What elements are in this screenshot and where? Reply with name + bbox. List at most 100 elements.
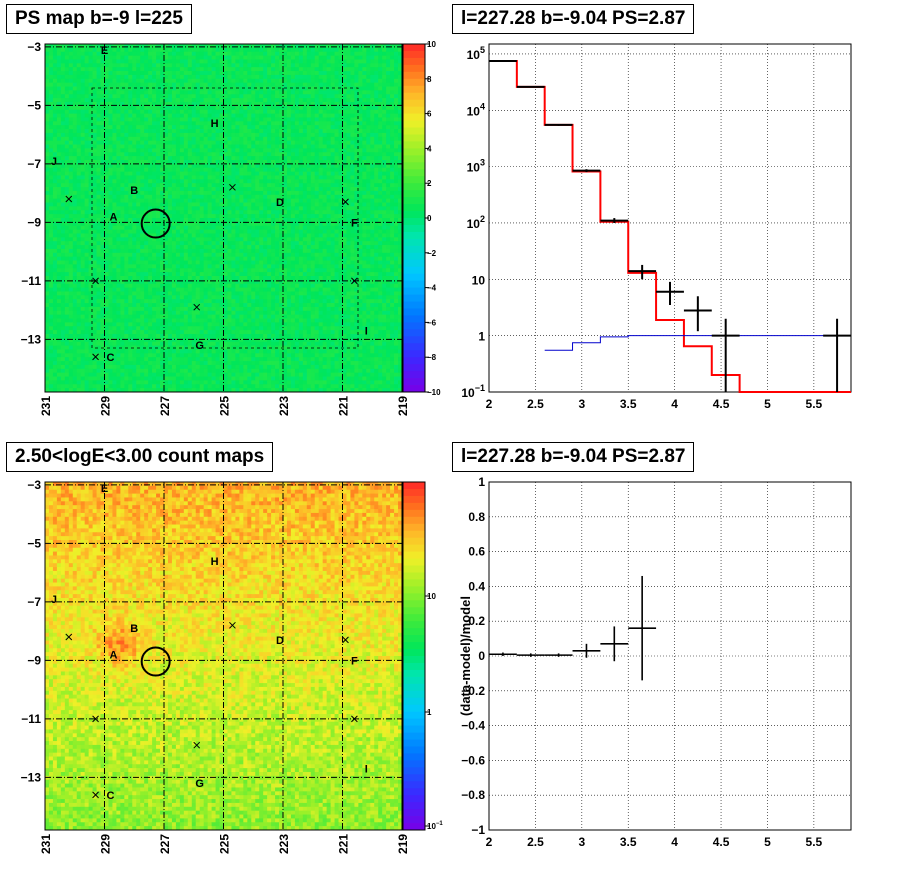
heatmap-cell xyxy=(366,245,371,250)
heatmap-cell xyxy=(227,233,232,238)
heatmap-cell xyxy=(48,102,54,107)
heatmap-cell xyxy=(56,47,62,53)
heatmap-cell xyxy=(231,55,236,60)
heatmap-cell xyxy=(92,175,97,180)
heatmap-cell xyxy=(68,218,74,223)
heatmap-cell xyxy=(160,210,165,215)
heatmap-cell xyxy=(279,152,284,157)
heatmap-cell xyxy=(100,148,105,153)
heatmap-cell xyxy=(279,136,284,142)
heatmap-cell xyxy=(255,67,260,72)
heatmap-cell xyxy=(112,194,117,200)
heatmap-cell xyxy=(88,245,93,250)
heatmap-cell xyxy=(167,175,173,180)
heatmap-cell xyxy=(290,202,296,207)
heatmap-cell xyxy=(271,252,276,258)
heatmap-cell xyxy=(398,221,403,227)
heatmap-cell xyxy=(235,148,240,153)
heatmap-cell xyxy=(120,187,125,192)
heatmap-cell xyxy=(207,47,212,53)
heatmap-cell xyxy=(398,187,403,192)
heatmap-cell xyxy=(100,218,105,223)
heatmap-cell xyxy=(259,245,264,250)
heatmap-cell xyxy=(350,179,355,184)
heatmap-cell xyxy=(199,233,205,238)
heatmap-cell xyxy=(84,256,90,261)
heatmap-cell xyxy=(219,252,224,258)
heatmap-cell xyxy=(187,225,193,230)
heatmap-cell xyxy=(251,248,256,254)
heatmap-cell xyxy=(366,140,371,145)
heatmap-cell xyxy=(140,129,145,134)
heatmap-cell xyxy=(227,132,232,138)
heatmap-cell xyxy=(298,144,304,149)
heatmap-cell xyxy=(342,233,347,238)
heatmap-cell xyxy=(191,121,197,126)
heatmap-cell xyxy=(175,102,181,107)
heatmap-cell xyxy=(203,237,209,242)
heatmap-cell xyxy=(76,179,82,184)
heatmap-cell xyxy=(263,94,268,99)
heatmap-cell xyxy=(164,171,169,176)
heatmap-cell xyxy=(215,78,220,84)
heatmap-cell xyxy=(286,179,292,184)
heatmap-cell xyxy=(390,121,395,126)
heatmap-cell xyxy=(378,78,383,84)
heatmap-cell xyxy=(92,98,97,103)
heatmap-cell xyxy=(255,109,260,114)
heatmap-cell xyxy=(68,206,74,211)
heatmap-cell xyxy=(394,90,399,95)
heatmap-cell xyxy=(164,245,169,250)
heatmap-cell xyxy=(354,47,359,53)
heatmap-cell xyxy=(171,140,177,145)
heatmap-cell xyxy=(263,59,268,64)
heatmap-cell xyxy=(140,187,145,192)
heatmap-cell xyxy=(239,44,244,49)
heatmap-cell xyxy=(247,202,252,207)
heatmap-cell xyxy=(183,74,189,80)
heatmap-cell xyxy=(60,98,66,103)
heatmap-cell xyxy=(294,237,300,242)
heatmap-cell xyxy=(72,94,78,99)
heatmap-cell xyxy=(239,121,244,126)
heatmap-cell xyxy=(80,171,86,176)
heatmap-cell xyxy=(116,245,121,250)
heatmap-cell xyxy=(148,229,153,234)
heatmap-cell xyxy=(171,136,177,142)
heatmap-cell xyxy=(104,221,109,227)
heatmap-cell xyxy=(183,67,189,72)
heatmap-cell xyxy=(128,132,133,138)
heatmap-cell xyxy=(358,156,363,161)
heatmap-cell xyxy=(211,187,216,192)
heatmap-cell xyxy=(132,245,137,250)
heatmap-cell xyxy=(211,55,216,60)
heatmap-cell xyxy=(243,113,248,118)
heatmap-cell xyxy=(342,225,347,230)
heatmap-cell xyxy=(275,59,280,64)
heatmap-cell xyxy=(398,67,403,72)
heatmap-cell xyxy=(398,160,403,165)
heatmap-cell xyxy=(56,144,62,149)
heatmap-cell xyxy=(251,241,256,246)
heatmap-cell xyxy=(255,248,260,254)
heatmap-cell xyxy=(255,90,260,95)
heatmap-cell xyxy=(152,121,157,126)
heatmap-cell xyxy=(390,156,395,161)
heatmap-cell xyxy=(136,144,141,149)
heatmap-cell xyxy=(179,94,185,99)
heatmap-cell xyxy=(195,245,201,250)
heatmap-cell xyxy=(251,183,256,188)
heatmap-cell xyxy=(306,233,312,238)
heatmap-cell xyxy=(255,171,260,176)
heatmap-cell xyxy=(187,229,193,234)
heatmap-cell xyxy=(334,248,339,254)
heatmap-cell xyxy=(183,233,189,238)
heatmap-cell xyxy=(302,248,308,254)
heatmap-cell xyxy=(334,117,339,122)
heatmap-cell xyxy=(271,194,276,200)
heatmap-cell xyxy=(279,63,284,68)
heatmap-cell xyxy=(160,105,165,111)
heatmap-cell xyxy=(84,144,90,149)
heatmap-cell xyxy=(152,98,157,103)
heatmap-cell xyxy=(56,98,62,103)
